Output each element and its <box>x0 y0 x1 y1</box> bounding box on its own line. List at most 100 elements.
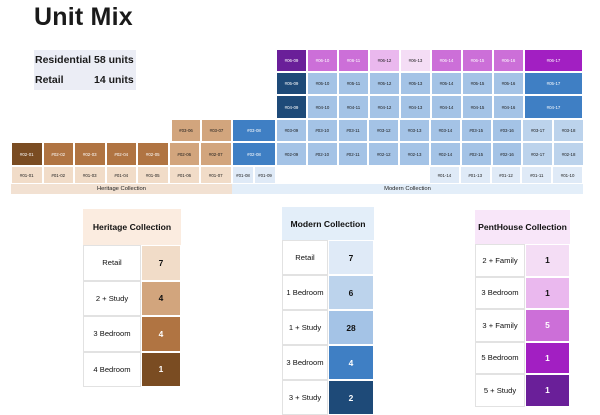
legend-row-label: 3 + Family <box>475 309 525 342</box>
legend-row-label: 4 Bedroom <box>83 351 141 387</box>
unit-cell: #01-02 <box>42 166 74 184</box>
unit-cell: #02-02 <box>42 142 74 166</box>
legend-row-count: 5 <box>525 309 570 342</box>
legend-row-label: 5 Bedroom <box>475 341 525 374</box>
legend-row-label: 3 Bedroom <box>475 276 525 309</box>
unit-cell: #03-09 <box>276 119 307 142</box>
legend-row-label: 3 Bedroom <box>83 316 141 352</box>
unit-cell: #02-05 <box>137 142 169 166</box>
summary-label: Residential <box>35 54 92 66</box>
unit-cell: #03-13 <box>399 119 430 142</box>
legend-row-count: 7 <box>328 240 374 275</box>
unit-cell: #03-07 <box>201 119 232 142</box>
legend-row-count: 1 <box>525 244 570 277</box>
unit-cell: #03-14 <box>430 119 461 142</box>
unit-cell: #05-15 <box>462 72 493 95</box>
page-title: Unit Mix <box>34 3 133 31</box>
unit-cell: #06-09 <box>276 49 307 72</box>
summary-value: 14 units <box>94 74 134 86</box>
unit-cell: #02-14 <box>430 142 461 166</box>
unit-cell: #01-06 <box>168 166 200 184</box>
unit-cell: #03-12 <box>368 119 400 142</box>
unit-cell: #04-14 <box>431 95 462 119</box>
unit-cell: #02-01 <box>11 142 43 166</box>
legend-title: PentHouse Collection <box>475 210 570 244</box>
unit-cell: #04-15 <box>462 95 493 119</box>
unit-cell: #06-12 <box>369 49 400 72</box>
unit-cell: #02-18 <box>553 142 584 166</box>
unit-cell: #05-13 <box>400 72 431 95</box>
unit-cell: #06-15 <box>462 49 493 72</box>
unit-cell: #06-14 <box>431 49 462 72</box>
empty-cell <box>276 166 429 184</box>
legend-row-label: 1 Bedroom <box>282 275 328 310</box>
unit-cell: #02-08 <box>232 142 276 166</box>
legend-row-count: 4 <box>328 345 374 380</box>
legend-row-label: 3 + Study <box>282 380 328 415</box>
unit-cell: #01-13 <box>459 166 491 184</box>
unit-cell: #05-09 <box>276 72 307 95</box>
unit-cell: #02-06 <box>168 142 200 166</box>
unit-cell: #03-16 <box>491 119 523 142</box>
unit-cell: #02-04 <box>105 142 137 166</box>
unit-cell: #01-10 <box>552 166 583 184</box>
unit-cell: #06-11 <box>338 49 369 72</box>
unit-cell: #01-01 <box>11 166 43 184</box>
unit-summary: Residential 58 units Retail 14 units <box>34 50 136 90</box>
legend-row-count: 4 <box>141 316 181 352</box>
unit-cell: #05-11 <box>338 72 369 95</box>
legend-row-count: 2 <box>328 380 374 415</box>
unit-cell: #04-11 <box>338 95 369 119</box>
unit-cell: #02-13 <box>399 142 430 166</box>
unit-cell: #04-17 <box>524 95 583 119</box>
unit-cell: #02-15 <box>460 142 492 166</box>
unit-cell: #03-18 <box>553 119 584 142</box>
legend-row-label: 5 + Study <box>475 374 525 407</box>
unit-cell: #02-10 <box>306 142 338 166</box>
summary-label: Retail <box>35 74 64 86</box>
unit-cell: #01-07 <box>200 166 232 184</box>
modern-collection-label: Modern Collection <box>232 184 583 194</box>
legend-row-label: Retail <box>282 240 328 275</box>
legend-row-count: 1 <box>525 374 570 407</box>
unit-cell: #01-03 <box>74 166 106 184</box>
legend-row-count: 7 <box>141 245 181 281</box>
legend-row-label: 1 + Study <box>282 310 328 345</box>
legend-row-count: 1 <box>525 276 570 309</box>
unit-cell: #01-11 <box>521 166 553 184</box>
unit-cell: #02-11 <box>337 142 369 166</box>
unit-cell: #04-16 <box>493 95 524 119</box>
unit-cell: #06-10 <box>307 49 338 72</box>
unit-cell: #03-10 <box>306 119 338 142</box>
unit-cell: #02-07 <box>200 142 232 166</box>
legend-row-label: Retail <box>83 245 141 281</box>
unit-cell: #04-09 <box>276 95 307 119</box>
unit-cell: #01-12 <box>490 166 522 184</box>
unit-cell: #05-17 <box>524 72 583 95</box>
unit-cell: #05-10 <box>307 72 338 95</box>
legend-row-count: 4 <box>141 280 181 316</box>
unit-cell: #01-08 <box>232 166 254 184</box>
unit-cell: #02-12 <box>368 142 400 166</box>
legend-row-count: 1 <box>141 351 181 387</box>
unit-cell: #03-11 <box>337 119 369 142</box>
unit-cell: #01-09 <box>254 166 276 184</box>
unit-cell: #06-13 <box>400 49 431 72</box>
unit-cell: #05-14 <box>431 72 462 95</box>
legend-row-count: 1 <box>525 341 570 374</box>
unit-cell: #02-09 <box>276 142 307 166</box>
legend-title: Modern Collection <box>282 207 374 240</box>
unit-cell: #05-16 <box>493 72 524 95</box>
unit-cell: #06-16 <box>493 49 524 72</box>
summary-value: 58 units <box>94 54 134 66</box>
unit-cell: #06-17 <box>524 49 583 72</box>
legend-row-label: 2 + Family <box>475 244 525 277</box>
summary-row-retail: Retail 14 units <box>34 70 136 90</box>
legend-row-label: 2 + Study <box>83 280 141 316</box>
summary-row-residential: Residential 58 units <box>34 50 136 70</box>
unit-cell: #04-12 <box>369 95 400 119</box>
unit-cell: #03-17 <box>522 119 554 142</box>
unit-cell: #04-10 <box>307 95 338 119</box>
unit-cell: #03-08 <box>232 119 276 142</box>
legend-title: Heritage Collection <box>83 209 181 245</box>
